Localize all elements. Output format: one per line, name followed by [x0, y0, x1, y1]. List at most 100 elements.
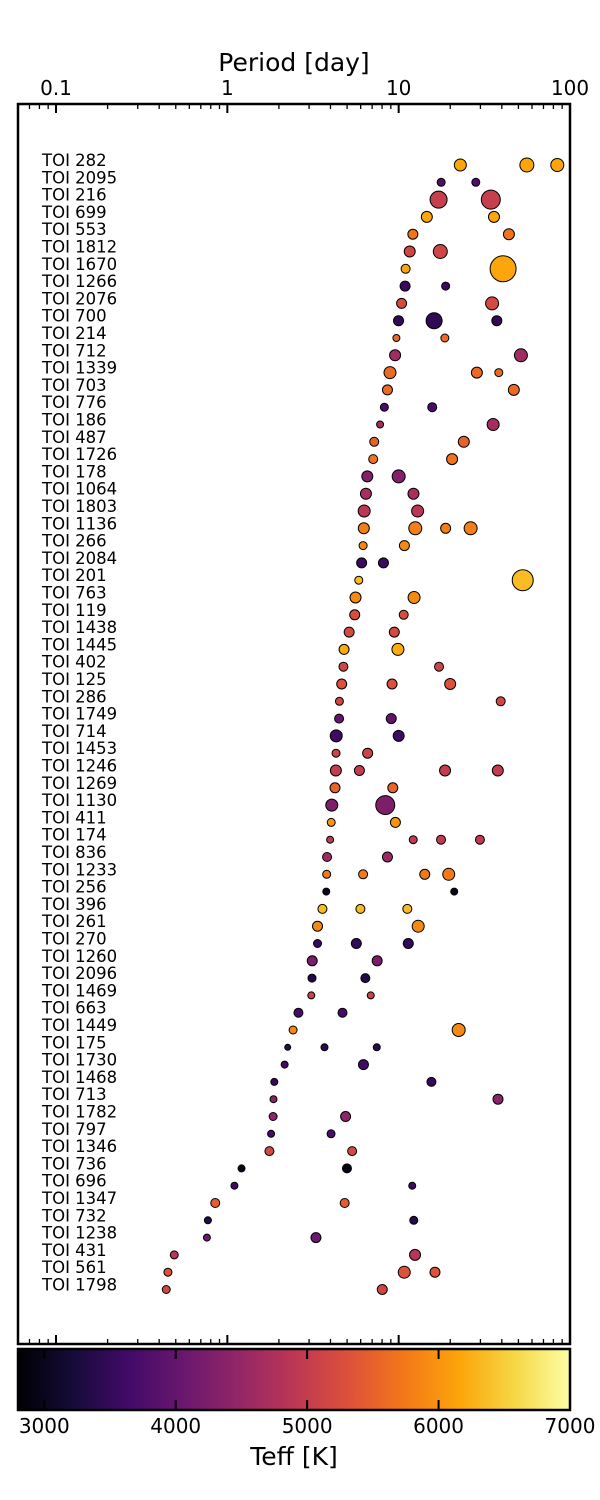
system-label: TOI 282 [41, 151, 107, 170]
system-label: TOI 1803 [41, 497, 117, 516]
planet-point [359, 487, 372, 500]
system-label: TOI 703 [41, 376, 107, 395]
system-label: TOI 125 [41, 670, 107, 689]
planet-point [391, 469, 406, 484]
system-label: TOI 1782 [41, 1103, 117, 1122]
planet-point [426, 1076, 437, 1087]
system-row: TOI 1130 [41, 791, 396, 816]
planet-point [436, 834, 447, 845]
planet-point [334, 713, 345, 724]
planet-point [408, 521, 423, 536]
planet-point [474, 834, 485, 845]
planet-point [392, 334, 401, 342]
planet-point [407, 591, 421, 604]
system-row: TOI 216 [41, 186, 501, 210]
system-row: TOI 431 [41, 1241, 422, 1261]
colorbar-tick-label: 5000 [282, 1414, 333, 1438]
system-label: TOI 1469 [41, 981, 117, 1000]
system-label: TOI 553 [41, 220, 107, 239]
planet-point [307, 973, 317, 983]
colorbar: 3000 4000 5000 6000 7000 Teff [K] [16, 1347, 595, 1471]
system-label: TOI 178 [41, 462, 107, 481]
system-row: TOI 696 [41, 1172, 417, 1191]
planet-point [362, 747, 374, 759]
planet-point [388, 626, 400, 638]
planet-point [284, 1043, 292, 1051]
planet-point [169, 1250, 179, 1260]
planet-point [372, 1043, 381, 1052]
planet-point [356, 557, 368, 569]
planet-point [361, 470, 374, 483]
system-row: TOI 699 [41, 203, 500, 223]
system-label: TOI 270 [41, 930, 107, 949]
planet-point [334, 696, 344, 706]
planet-point [440, 522, 452, 534]
planet-point [425, 312, 443, 330]
colorbar-tick-label: 6000 [413, 1414, 464, 1438]
x-tick-label: 1 [221, 76, 234, 100]
system-label: TOI 1449 [41, 1016, 117, 1035]
x-axis-ticks: 0.1 1 10 100 [17, 76, 589, 1344]
system-label: TOI 1130 [41, 791, 117, 810]
planet-point [408, 835, 418, 845]
planet-point [322, 869, 332, 879]
system-label: TOI 1453 [41, 739, 117, 758]
planet-point [341, 1163, 352, 1174]
planet-point [357, 522, 370, 535]
system-label: TOI 1438 [41, 618, 117, 637]
system-row: TOI 1803 [41, 497, 425, 518]
planet-point [355, 903, 366, 914]
x-tick-label: 0.1 [40, 76, 72, 100]
planet-point [339, 1198, 350, 1208]
planet-point [396, 297, 408, 309]
planet-point [385, 713, 397, 725]
system-label: TOI 186 [41, 411, 107, 430]
planet-point [457, 435, 470, 448]
planet-point [381, 384, 393, 396]
system-row: TOI 2084 [41, 549, 389, 569]
system-label: TOI 732 [41, 1206, 107, 1225]
planet-point [492, 1093, 504, 1105]
planet-point [407, 487, 420, 500]
planet-point [446, 453, 459, 466]
system-label: TOI 1233 [41, 860, 117, 879]
system-row: TOI 1246 [41, 757, 504, 777]
planet-point [397, 1265, 411, 1279]
x-tick-label: 10 [386, 76, 411, 100]
planet-point [485, 296, 500, 311]
system-row: TOI 1269 [41, 774, 399, 794]
system-row: TOI 1347 [41, 1189, 350, 1208]
planet-point [161, 1285, 171, 1294]
system-label: TOI 1064 [41, 480, 117, 499]
system-label: TOI 1260 [41, 947, 117, 966]
planet-point [403, 245, 416, 258]
planet-point [486, 418, 500, 431]
planet-point [353, 765, 365, 776]
planet-point [326, 817, 336, 827]
system-label: TOI 1798 [41, 1276, 117, 1295]
planet-point [411, 919, 425, 933]
system-row: TOI 663 [41, 999, 348, 1018]
system-label: TOI 797 [41, 1120, 107, 1139]
system-label: TOI 411 [41, 808, 107, 827]
system-label: TOI 561 [41, 1258, 107, 1277]
system-label: TOI 174 [41, 826, 107, 845]
colorbar-title: Teff [K] [249, 1442, 337, 1471]
colorbar-ticks: 3000 4000 5000 6000 7000 [19, 1349, 595, 1438]
system-label: TOI 700 [41, 307, 107, 326]
planet-point [511, 569, 534, 592]
system-label: TOI 763 [41, 584, 107, 603]
system-label: TOI 119 [41, 601, 107, 620]
system-row: TOI 1438 [41, 618, 400, 638]
planet-point [400, 263, 411, 274]
planet-point [268, 1112, 278, 1121]
planet-point [270, 1077, 279, 1086]
planet-point [329, 764, 342, 777]
planet-point [343, 626, 355, 638]
system-label: TOI 1468 [41, 1068, 117, 1087]
planet-point [203, 1216, 212, 1225]
planet-point [230, 1181, 239, 1190]
system-row: TOI 487 [41, 428, 470, 448]
system-row: TOI 1449 [41, 1016, 466, 1037]
planet-point [376, 420, 385, 429]
